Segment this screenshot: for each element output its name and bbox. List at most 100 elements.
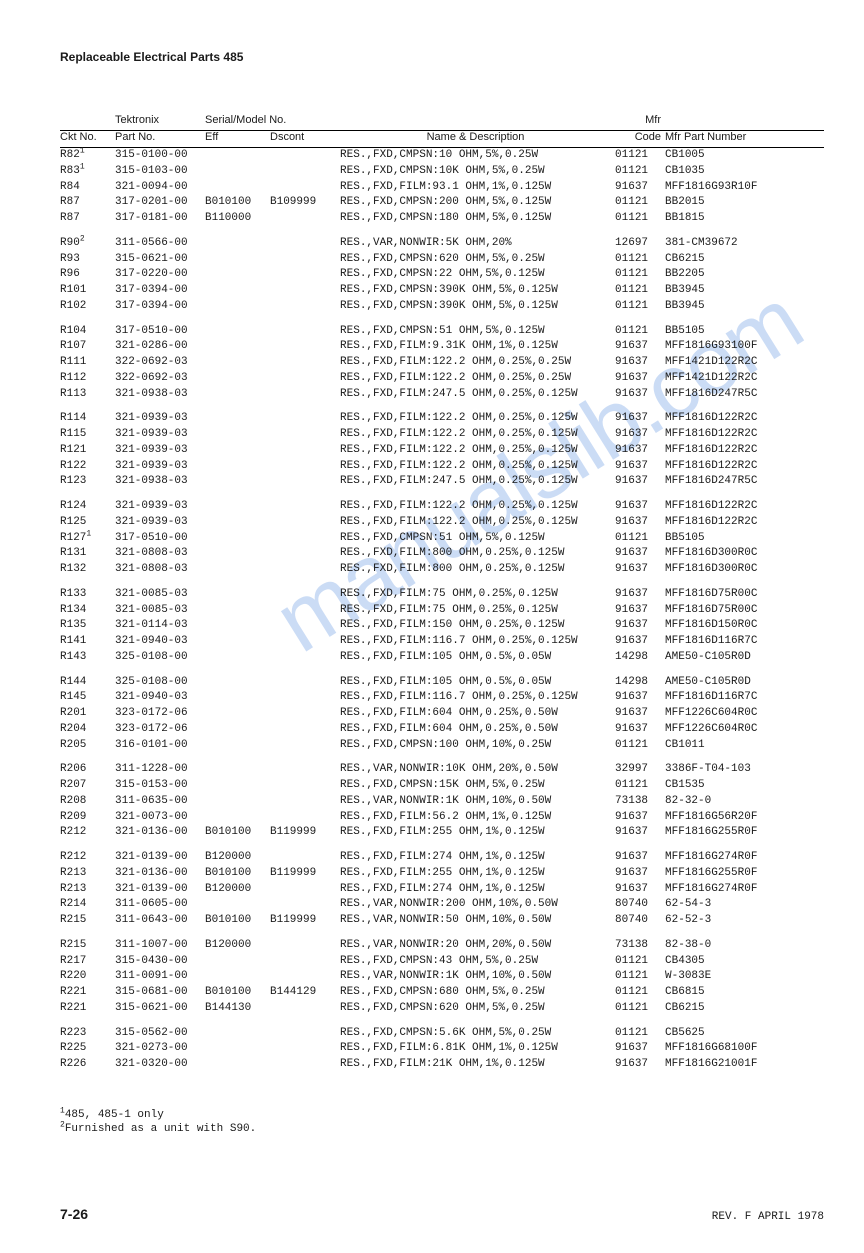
cell-ckt: R145: [60, 690, 115, 706]
cell-mfr: 91637: [615, 841, 665, 866]
cell-mfr: 91637: [615, 339, 665, 355]
cell-eff: [205, 339, 270, 355]
cell-mfr: 91637: [615, 706, 665, 722]
cell-mfr: 14298: [615, 650, 665, 666]
cell-eff: [205, 164, 270, 180]
table-row: R206311-1228-00RES.,VAR,NONWIR:10K OHM,2…: [60, 753, 824, 778]
cell-dsc: [270, 603, 340, 619]
cell-eff: [205, 148, 270, 164]
cell-mfr: 01121: [615, 148, 665, 164]
cell-part: 321-0114-03: [115, 618, 205, 634]
cell-dsc: [270, 618, 340, 634]
cell-name: RES.,FXD,CMPSN:200 OHM,5%,0.125W: [340, 195, 615, 211]
cell-eff: [205, 474, 270, 490]
cell-dsc: [270, 778, 340, 794]
cell-eff: [205, 267, 270, 283]
cell-eff: [205, 778, 270, 794]
cell-eff: [205, 427, 270, 443]
cell-ckt: R87: [60, 211, 115, 227]
cell-dsc: [270, 969, 340, 985]
cell-ckt: R213: [60, 866, 115, 882]
cell-mpn: MFF1816G255R0F: [665, 866, 824, 882]
cell-dsc: [270, 738, 340, 754]
cell-dsc: [270, 706, 340, 722]
table-row: R122321-0939-03RES.,FXD,FILM:122.2 OHM,0…: [60, 459, 824, 475]
col-dsc: Dscont: [270, 131, 340, 148]
cell-part: 317-0510-00: [115, 531, 205, 547]
cell-ckt: R96: [60, 267, 115, 283]
cell-name: RES.,FXD,FILM:122.2 OHM,0.25%,0.125W: [340, 459, 615, 475]
table-row: R131321-0808-03RES.,FXD,FILM:800 OHM,0.2…: [60, 546, 824, 562]
cell-eff: [205, 443, 270, 459]
cell-dsc: [270, 650, 340, 666]
cell-mpn: 82-38-0: [665, 929, 824, 954]
cell-ckt: R201: [60, 706, 115, 722]
cell-part: 321-0939-03: [115, 443, 205, 459]
cell-ckt: R134: [60, 603, 115, 619]
cell-part: 317-0510-00: [115, 315, 205, 340]
cell-ckt: R122: [60, 459, 115, 475]
cell-eff: B110000: [205, 211, 270, 227]
cell-ckt: R206: [60, 753, 115, 778]
cell-name: RES.,FXD,FILM:6.81K OHM,1%,0.125W: [340, 1041, 615, 1057]
cell-eff: [205, 722, 270, 738]
cell-dsc: [270, 515, 340, 531]
cell-part: 317-0201-00: [115, 195, 205, 211]
cell-mpn: MFF1816D247R5C: [665, 387, 824, 403]
cell-mpn: MFF1816G255R0F: [665, 825, 824, 841]
table-row: R145321-0940-03RES.,FXD,FILM:116.7 OHM,0…: [60, 690, 824, 706]
cell-name: RES.,FXD,CMPSN:680 OHM,5%,0.25W: [340, 985, 615, 1001]
cell-name: RES.,FXD,FILM:21K OHM,1%,0.125W: [340, 1057, 615, 1073]
cell-part: 315-0153-00: [115, 778, 205, 794]
table-row: R214311-0605-00RES.,VAR,NONWIR:200 OHM,1…: [60, 897, 824, 913]
cell-eff: [205, 546, 270, 562]
cell-part: 321-0136-00: [115, 825, 205, 841]
cell-dsc: [270, 810, 340, 826]
cell-ckt: R111: [60, 355, 115, 371]
cell-mpn: MFF1226C604R0C: [665, 706, 824, 722]
cell-part: 317-0181-00: [115, 211, 205, 227]
cell-eff: [205, 650, 270, 666]
table-row: R215311-1007-00B120000RES.,VAR,NONWIR:20…: [60, 929, 824, 954]
cell-mpn: MFF1816D116R7C: [665, 690, 824, 706]
cell-name: RES.,FXD,FILM:604 OHM,0.25%,0.50W: [340, 722, 615, 738]
cell-mpn: BB2205: [665, 267, 824, 283]
cell-name: RES.,FXD,FILM:56.2 OHM,1%,0.125W: [340, 810, 615, 826]
table-row: R225321-0273-00RES.,FXD,FILM:6.81K OHM,1…: [60, 1041, 824, 1057]
cell-name: RES.,FXD,FILM:75 OHM,0.25%,0.125W: [340, 578, 615, 603]
cell-name: RES.,FXD,FILM:122.2 OHM,0.25%,0.125W: [340, 490, 615, 515]
cell-mfr: 91637: [615, 634, 665, 650]
cell-eff: [205, 578, 270, 603]
cell-eff: [205, 490, 270, 515]
cell-mfr: 91637: [615, 578, 665, 603]
cell-part: 321-0939-03: [115, 402, 205, 427]
cell-dsc: [270, 315, 340, 340]
cell-dsc: [270, 794, 340, 810]
cell-part: 311-0643-00: [115, 913, 205, 929]
col-mpn: Mfr Part Number: [665, 131, 824, 148]
cell-mfr: 73138: [615, 929, 665, 954]
cell-mfr: 91637: [615, 722, 665, 738]
cell-mpn: MFF1816G274R0F: [665, 841, 824, 866]
cell-part: 321-0940-03: [115, 634, 205, 650]
cell-ckt: R226: [60, 1057, 115, 1073]
cell-mpn: 62-52-3: [665, 913, 824, 929]
cell-name: RES.,FXD,FILM:122.2 OHM,0.25%,0.25W: [340, 371, 615, 387]
cell-ckt: R123: [60, 474, 115, 490]
cell-eff: [205, 753, 270, 778]
cell-part: 311-1228-00: [115, 753, 205, 778]
col-name: Name & Description: [340, 131, 615, 148]
cell-mpn: CB6215: [665, 1001, 824, 1017]
table-row: R102317-0394-00RES.,FXD,CMPSN:390K OHM,5…: [60, 299, 824, 315]
cell-name: RES.,FXD,FILM:247.5 OHM,0.25%,0.125W: [340, 387, 615, 403]
cell-mfr: 14298: [615, 666, 665, 691]
cell-mfr: 01121: [615, 738, 665, 754]
cell-eff: [205, 706, 270, 722]
cell-mfr: 80740: [615, 897, 665, 913]
cell-eff: [205, 1057, 270, 1073]
cell-mfr: 01121: [615, 1017, 665, 1042]
cell-ckt: R223: [60, 1017, 115, 1042]
cell-mpn: CB6215: [665, 252, 824, 268]
cell-mfr: 91637: [615, 882, 665, 898]
cell-mfr: 01121: [615, 211, 665, 227]
